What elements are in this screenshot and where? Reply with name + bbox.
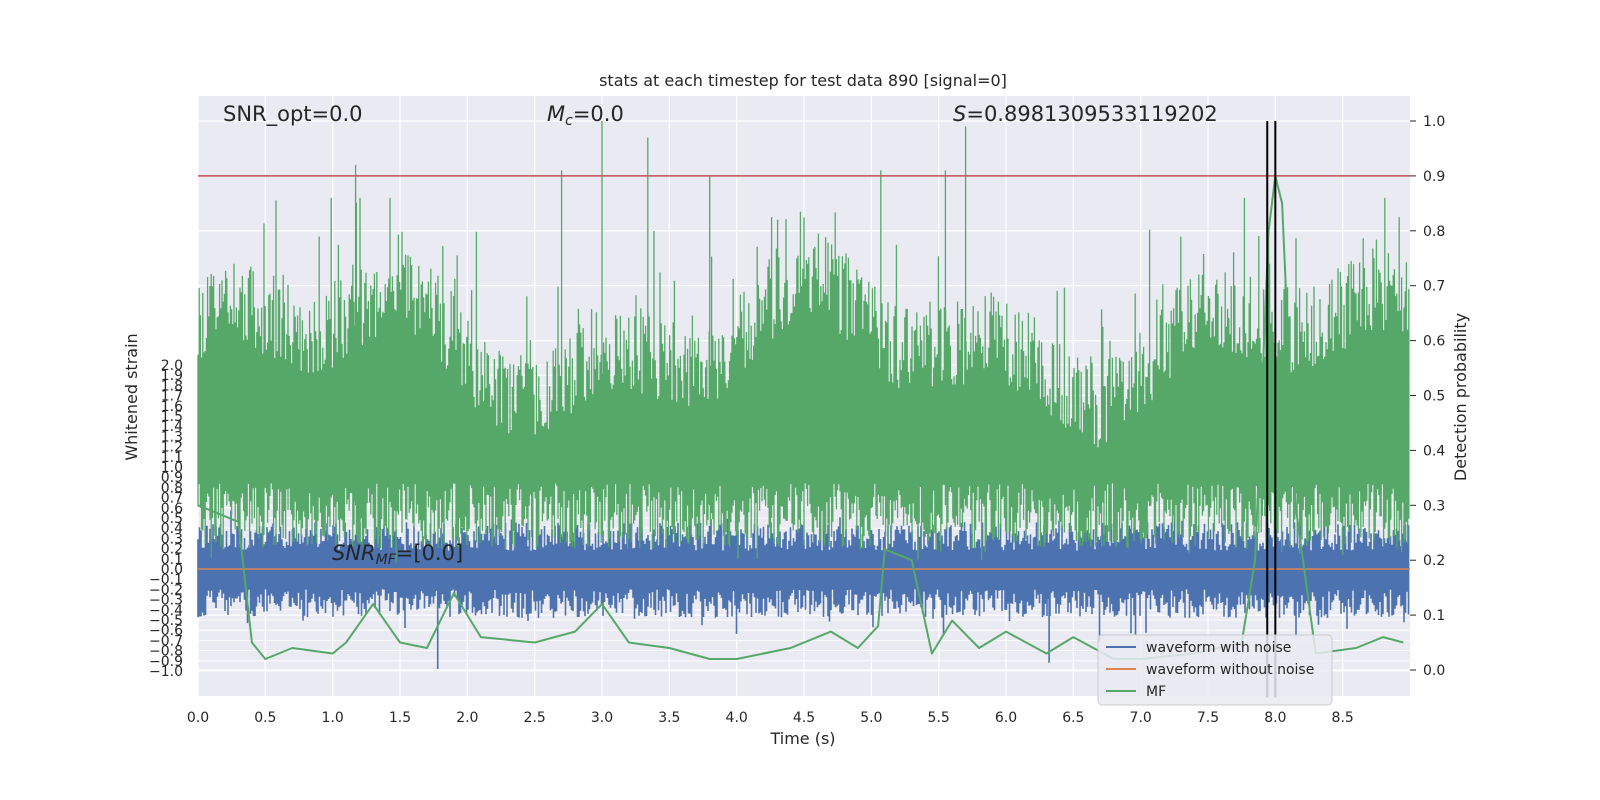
x-tick-label: 7.0 [1130, 710, 1152, 726]
series-waveform-with-noise [197, 510, 1410, 669]
axis-ticks: 0.0 0.5 1.0 1.5 2.0 2.5 3.0 3.5 4.0 4.5 5.0 5.5 6.0 6… [149, 114, 1445, 726]
y-tick-label-left: 0.8 [161, 480, 183, 496]
y-tick-label-left: −1.0 [149, 664, 183, 680]
y-tick-label-left: 0.3 [161, 531, 183, 547]
y-tick-label-right: 0.3 [1423, 498, 1445, 514]
y-tick-label-left: 0.9 [161, 470, 183, 486]
x-tick-label: 3.5 [658, 710, 680, 726]
data-series [197, 121, 1410, 698]
annotation-snr-mf-subscript: MF [376, 552, 397, 568]
chart-title: stats at each timestep for test data 890… [599, 71, 1007, 90]
y-axis-label-left: Whitened strain [122, 333, 141, 460]
y-tick-label-right: 1.0 [1423, 114, 1445, 130]
x-tick-label: 5.0 [860, 710, 882, 726]
x-tick-label: 7.5 [1197, 710, 1219, 726]
y-tick-label-left: 1.8 [161, 378, 183, 394]
x-tick-label: 2.0 [456, 710, 478, 726]
annotation-snr-mf-symbol: SNR [332, 541, 376, 565]
y-tick-label-left: 1.7 [161, 389, 183, 405]
y-tick-label-right: 0.8 [1423, 224, 1445, 240]
y-tick-label-right: 0.9 [1423, 169, 1445, 185]
x-tick-label: 0.0 [187, 710, 209, 726]
y-tick-label-right: 0.7 [1423, 279, 1445, 295]
legend-label-mf: MF [1146, 684, 1166, 700]
y-tick-label-left: 1.4 [161, 419, 183, 435]
x-axis-label: Time (s) [769, 729, 835, 748]
x-tick-label: 8.5 [1332, 710, 1354, 726]
y-tick-label-left: 2.0 [161, 358, 183, 374]
x-tick-label: 6.0 [995, 710, 1017, 726]
y-tick-label-left: −0.6 [149, 623, 183, 639]
x-tick-label: 2.5 [524, 710, 546, 726]
y-tick-label-left: 1.2 [161, 440, 183, 456]
y-tick-label-right: 0.6 [1423, 334, 1445, 350]
annotation-s-value: =0.8981309533119202 [966, 102, 1217, 126]
y-tick-label-right: 0.2 [1423, 553, 1445, 569]
y-tick-label-left: 0.5 [161, 511, 183, 527]
y-tick-label-left: 1.0 [161, 460, 183, 476]
x-tick-label: 0.5 [254, 710, 276, 726]
x-tick-label: 4.5 [793, 710, 815, 726]
x-tick-label: 1.0 [322, 710, 344, 726]
x-tick-label: 6.5 [1062, 710, 1084, 726]
y-tick-label-right: 0.4 [1423, 443, 1445, 459]
annotation-mc: Mc=0.0 [547, 102, 624, 129]
legend-box [1097, 634, 1333, 706]
legend: waveform with noise waveform without noi… [1097, 634, 1333, 706]
y-tick-label-left: −0.1 [149, 572, 183, 588]
annotation-snr-mf-value: =[0.0] [396, 541, 463, 565]
y-tick-label-left: 0.0 [161, 562, 183, 578]
annotation-s: S=0.8981309533119202 [953, 102, 1218, 126]
y-tick-label-left: −0.9 [149, 654, 183, 670]
y-tick-label-left: 1.6 [161, 399, 183, 415]
y-tick-label-left: −0.3 [149, 593, 183, 609]
y-tick-label-left: −0.7 [149, 633, 183, 649]
legend-label-waveform-with-noise: waveform with noise [1146, 640, 1291, 656]
y-tick-label-left: 1.9 [161, 368, 183, 384]
x-tick-label: 8.0 [1264, 710, 1286, 726]
y-tick-label-left: 0.1 [161, 552, 183, 568]
y-tick-label-right: 0.1 [1423, 608, 1445, 624]
x-tick-label: 4.0 [726, 710, 748, 726]
y-tick-label-left: −0.2 [149, 582, 183, 598]
y-tick-label-left: −0.8 [149, 644, 183, 660]
y-tick-label-left: −0.4 [149, 603, 183, 619]
annotation-s-symbol: S [953, 102, 966, 126]
y-tick-label-right: 0.5 [1423, 389, 1445, 405]
y-tick-label-left: 0.4 [161, 521, 183, 537]
y-tick-label-left: 1.3 [161, 429, 183, 445]
y-tick-label-left: 1.1 [161, 450, 183, 466]
x-tick-label: 3.0 [591, 710, 613, 726]
annotation-snr-mf: SNRMF=[0.0] [332, 541, 463, 568]
y-tick-label-left: 0.7 [161, 491, 183, 507]
annotation-mc-value: =0.0 [573, 102, 624, 126]
annotation-mc-symbol: M [547, 102, 565, 126]
x-tick-label: 1.5 [389, 710, 411, 726]
annotation-mc-subscript: c [565, 113, 573, 129]
legend-label-waveform-without-noise: waveform without noise [1146, 662, 1314, 678]
y-tick-label-left: −0.5 [149, 613, 183, 629]
y-tick-label-left: 0.6 [161, 501, 183, 517]
annotation-snr-opt: SNR_opt=0.0 [223, 102, 363, 127]
y-tick-label-left: 0.2 [161, 542, 183, 558]
y-axis-label-right: Detection probability [1451, 313, 1470, 481]
y-tick-label-right: 0.0 [1423, 663, 1445, 679]
series-mf-band [197, 121, 1410, 563]
x-tick-label: 5.5 [928, 710, 950, 726]
y-tick-label-left: 1.5 [161, 409, 183, 425]
